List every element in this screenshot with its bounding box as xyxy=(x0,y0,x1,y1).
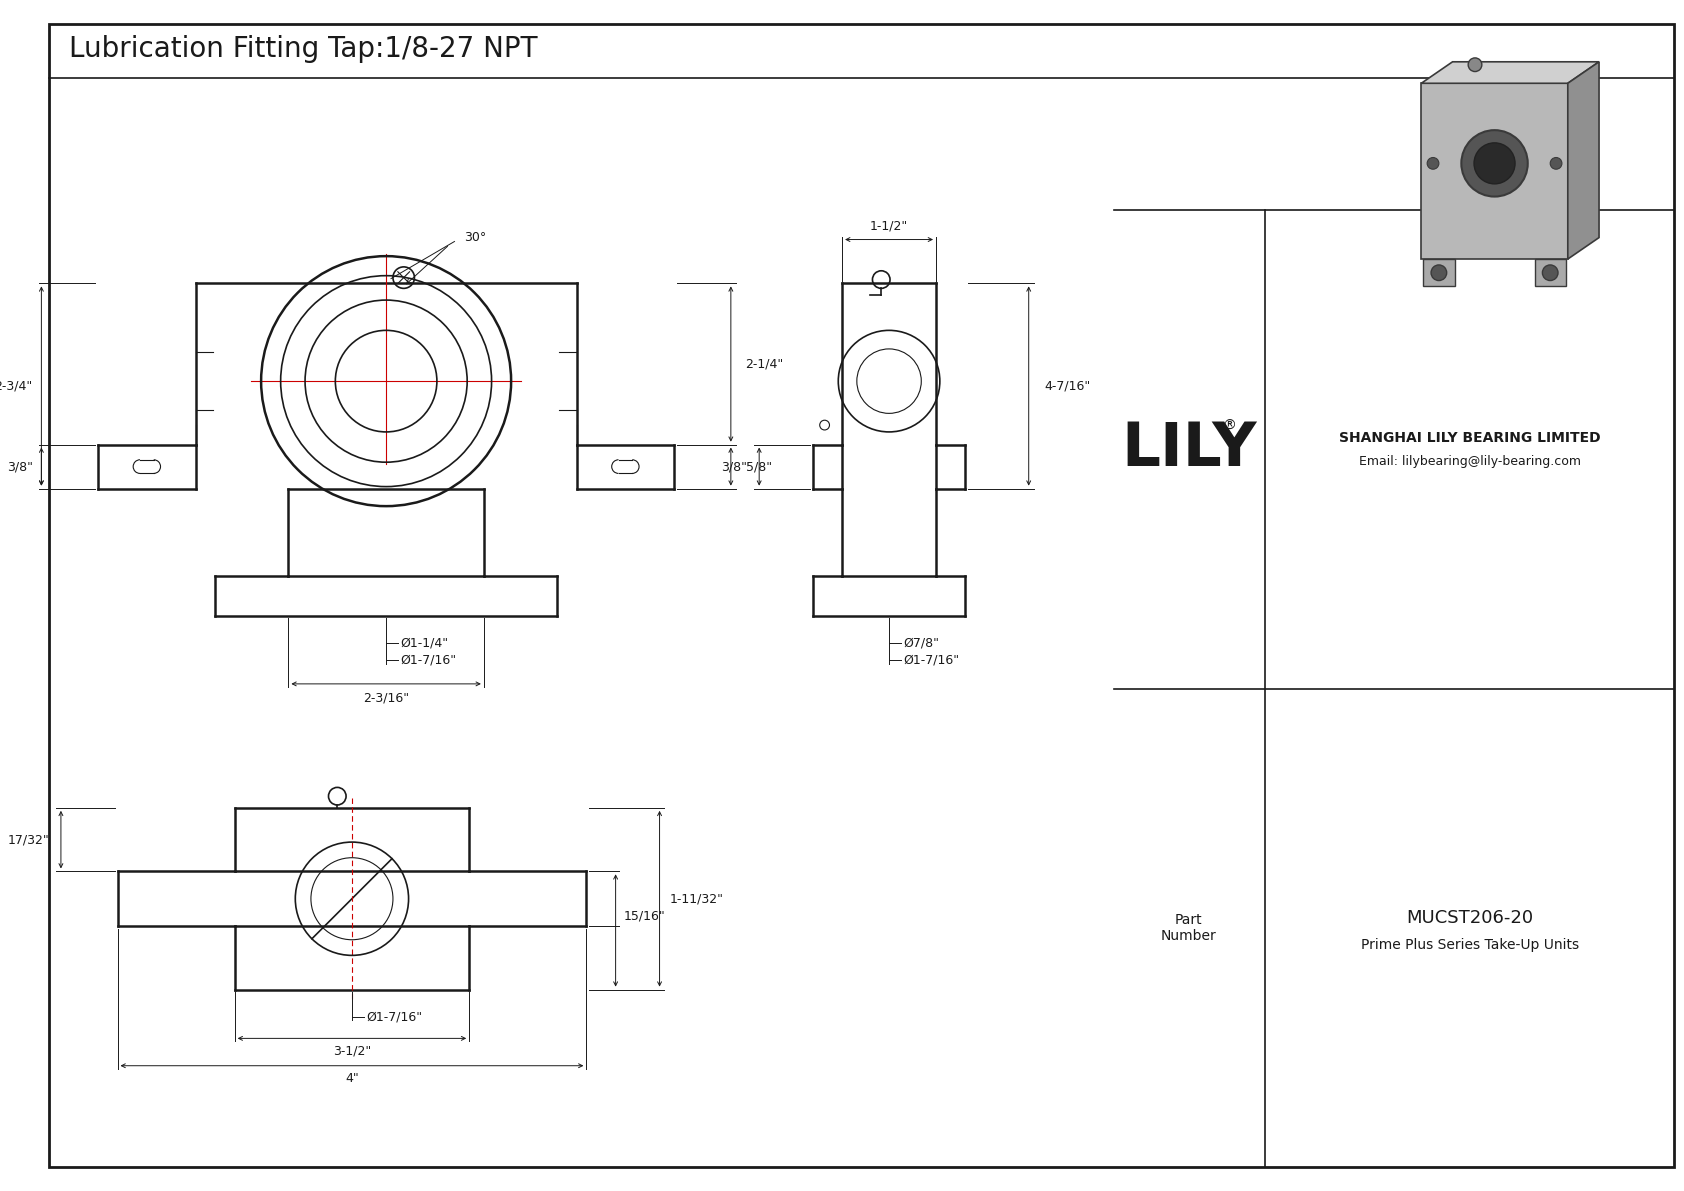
Circle shape xyxy=(1468,58,1482,71)
Polygon shape xyxy=(1421,83,1568,260)
Text: SHANGHAI LILY BEARING LIMITED: SHANGHAI LILY BEARING LIMITED xyxy=(1339,431,1600,444)
Text: 5/8": 5/8" xyxy=(746,460,771,473)
Text: 3/8": 3/8" xyxy=(7,460,32,473)
Circle shape xyxy=(1431,264,1447,281)
Text: 4-7/16": 4-7/16" xyxy=(1044,380,1091,393)
Circle shape xyxy=(1543,264,1558,281)
Text: 1-11/32": 1-11/32" xyxy=(669,892,724,905)
Text: ®: ® xyxy=(1223,419,1236,434)
Polygon shape xyxy=(1568,62,1600,260)
Circle shape xyxy=(1426,157,1438,169)
Polygon shape xyxy=(1421,62,1600,83)
Circle shape xyxy=(1551,157,1563,169)
Text: Lubrication Fitting Tap:1/8-27 NPT: Lubrication Fitting Tap:1/8-27 NPT xyxy=(69,35,537,63)
Text: Prime Plus Series Take-Up Units: Prime Plus Series Take-Up Units xyxy=(1361,937,1578,952)
Text: Ø1-7/16": Ø1-7/16" xyxy=(904,654,960,667)
Text: 17/32": 17/32" xyxy=(7,834,49,846)
Text: Ø7/8": Ø7/8" xyxy=(904,636,940,649)
Circle shape xyxy=(1474,143,1516,183)
Text: MUCST206-20: MUCST206-20 xyxy=(1406,909,1532,928)
Text: 1-1/2": 1-1/2" xyxy=(871,219,908,232)
Text: 2-3/4": 2-3/4" xyxy=(0,380,32,393)
Text: Ø1-7/16": Ø1-7/16" xyxy=(367,1010,423,1023)
Text: Ø1-7/16": Ø1-7/16" xyxy=(401,654,456,667)
Text: 30°: 30° xyxy=(465,231,487,244)
Text: 4": 4" xyxy=(345,1072,359,1085)
Text: Email: lilybearing@lily-bearing.com: Email: lilybearing@lily-bearing.com xyxy=(1359,455,1581,468)
Text: Part
Number: Part Number xyxy=(1160,913,1218,943)
Text: Ø1-1/4": Ø1-1/4" xyxy=(401,636,450,649)
Text: 15/16": 15/16" xyxy=(623,909,665,922)
Polygon shape xyxy=(1423,260,1455,286)
Polygon shape xyxy=(1534,260,1566,286)
Text: 3/8": 3/8" xyxy=(721,460,748,473)
Text: 2-3/16": 2-3/16" xyxy=(364,691,409,704)
Text: 3-1/2": 3-1/2" xyxy=(333,1045,370,1058)
Circle shape xyxy=(1462,130,1527,197)
Text: 2-1/4": 2-1/4" xyxy=(746,357,783,370)
Text: LILY: LILY xyxy=(1122,420,1256,479)
